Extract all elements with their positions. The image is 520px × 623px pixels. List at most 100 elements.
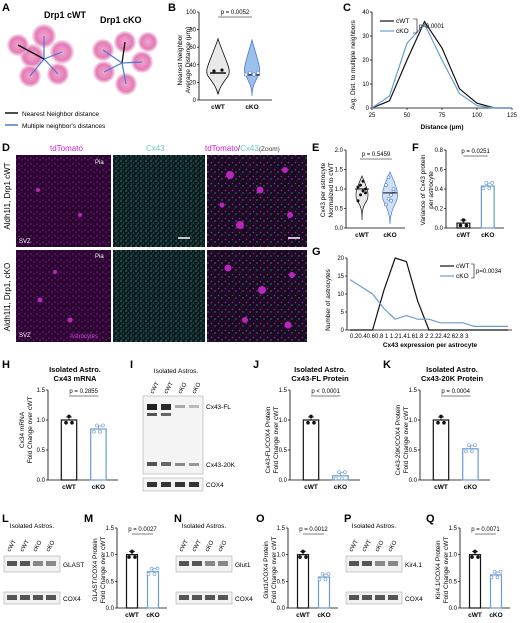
y-axis-label-line1: Cx43 per astrocyte <box>320 162 327 217</box>
data-point <box>130 549 134 554</box>
data-point <box>389 198 393 203</box>
y-tick-label: 0.5 <box>409 448 418 454</box>
blot-band <box>33 595 43 600</box>
bar-chart: 0.0 0.5 1.0 1.5 cWT cKO p = 0.2855 <box>37 388 118 491</box>
chart-title-line1: Isolated Astro. <box>426 365 478 374</box>
y-axis-label-line1: Cx43-FL/COX4 Protein <box>265 406 272 473</box>
micrograph-cx43-cwt <box>113 155 205 247</box>
data-point <box>489 575 494 580</box>
blot-band <box>179 561 189 566</box>
panel-label: C <box>343 2 351 14</box>
x-label-cKO: cKO <box>464 484 477 491</box>
blot-band <box>7 595 17 600</box>
title-cko: Drp1 cKO <box>100 15 142 25</box>
svz-label-cko: SVZ <box>19 333 31 339</box>
data-point <box>361 179 365 183</box>
legend-cko: cKO <box>456 273 469 280</box>
data-point <box>484 181 489 185</box>
y-axis-label: Avg. Dist. to multiple neighbors <box>350 20 357 110</box>
x-label-cWT: cWT <box>62 484 76 491</box>
x-label-cWT: cWT <box>296 612 310 619</box>
band-label-cx43-20k: Cx43-20K <box>206 462 236 469</box>
data-point <box>340 476 344 481</box>
panel-label: P <box>344 513 351 525</box>
y-tick-label: 0 <box>193 98 197 104</box>
y-tick-label: 10 <box>337 292 344 298</box>
y-tick-label: 0.4 <box>435 187 444 193</box>
panel-o: O Glut1/COX4 Protein Fold Change over cW… <box>256 513 338 619</box>
data-point <box>476 555 480 559</box>
data-point <box>361 189 365 193</box>
blot-membrane <box>3 555 61 573</box>
data-point <box>98 429 102 434</box>
y-tick-label: 1.5 <box>449 526 458 532</box>
y-tick-label: 100 <box>186 10 197 16</box>
panel-g: G Number of astrocytes 0 5 10 15 20 0.20.40.… <box>312 246 512 349</box>
bar-cKO <box>462 448 479 481</box>
y-tick-label: 15 <box>337 274 344 280</box>
lane-label: cWT <box>150 381 162 395</box>
band-label: COX4 <box>405 596 423 603</box>
blot-band <box>349 561 359 566</box>
data-point <box>252 72 256 77</box>
blot-band <box>362 595 372 600</box>
y-tick-label: 0.0 <box>449 606 458 612</box>
panel-label: L <box>2 513 9 525</box>
blot-band <box>388 561 398 566</box>
x-label-cKO: cKO <box>334 484 347 491</box>
y-tick-label: 1.5 <box>409 388 418 394</box>
panel-label: B <box>168 2 176 14</box>
y-tick-label: 60 <box>189 45 196 51</box>
y-axis-label-line1: Glut1/COX4 Protein <box>263 541 270 599</box>
y-tick-label: 0 <box>341 328 345 334</box>
data-point <box>461 218 466 222</box>
data-point <box>256 70 260 75</box>
y-tick-label: 0.8 <box>435 148 444 154</box>
y-tick-label: 0.0 <box>335 226 344 232</box>
bar-cWT <box>432 419 450 481</box>
lane-label: cKO <box>205 540 216 553</box>
violin-cwt-body <box>206 37 230 95</box>
x-axis-label: Cx43 expression per astrocyte <box>383 342 478 349</box>
x-label-cKO: cKO <box>146 612 159 619</box>
data-point <box>458 223 463 228</box>
data-point <box>309 414 313 419</box>
chart-title-line1: Isolated Astro. <box>49 365 101 374</box>
panel-label: E <box>312 142 319 154</box>
bar-cKO <box>489 574 503 609</box>
blot-band <box>375 595 385 600</box>
blot-title: Isolated Astros. <box>10 523 55 530</box>
x-tick-label: 100 <box>472 113 483 119</box>
p-value: p=0.0034 <box>476 269 502 275</box>
data-point <box>467 443 471 448</box>
panel-label: J <box>253 359 259 371</box>
data-point <box>481 186 486 191</box>
panel-m: M GLAST/COX4 Protein Fold Change over cW… <box>84 513 167 619</box>
y-tick-label: 1.0 <box>449 553 458 559</box>
lane-label: cWT <box>362 539 374 553</box>
panel-i: I Isolated Astros. cWT cWT cKO cKO Cx43-FL … <box>130 359 236 492</box>
y-axis-label-line1: Kir4.1/COX4 Protein <box>435 540 442 599</box>
x-label-cwt: cWT <box>211 104 225 111</box>
bar-chart: 0.0 0.5 1.0 1.5 cWT cKO p = 0.0004 <box>409 388 490 491</box>
blot-membrane <box>175 555 233 573</box>
bar-cKO <box>480 185 495 229</box>
bar-cWT <box>468 554 482 609</box>
y-tick-label: 0.0 <box>279 478 288 484</box>
axis-ticks: 0 10 20 30 40 25 50 75 100 125 <box>362 10 517 119</box>
y-tick-label: 1.0 <box>279 418 288 424</box>
y-tick-label: 0.0 <box>106 606 115 612</box>
legend-cko: cKO <box>396 28 409 35</box>
y-axis-label: Number of astrocytes <box>325 268 332 331</box>
bar-chart: 0.0 0.2 0.4 0.6 0.8 cWT cKO p = 0.0251 <box>435 148 504 239</box>
legend-cwt: cWT <box>396 18 409 25</box>
y-axis-label-line1: GLAST/COX4 Protein <box>92 538 99 602</box>
blot-band <box>218 561 228 566</box>
y-axis-label-line2: Fold Change over cWT <box>271 537 278 604</box>
p-value: p = 0.0071 <box>471 527 500 533</box>
blot-band <box>362 561 372 566</box>
x-tick-label: 25 <box>369 113 376 119</box>
y-tick-label: 80 <box>189 28 196 34</box>
y-axis-label-line1: Nearest Neighbor <box>177 34 184 86</box>
